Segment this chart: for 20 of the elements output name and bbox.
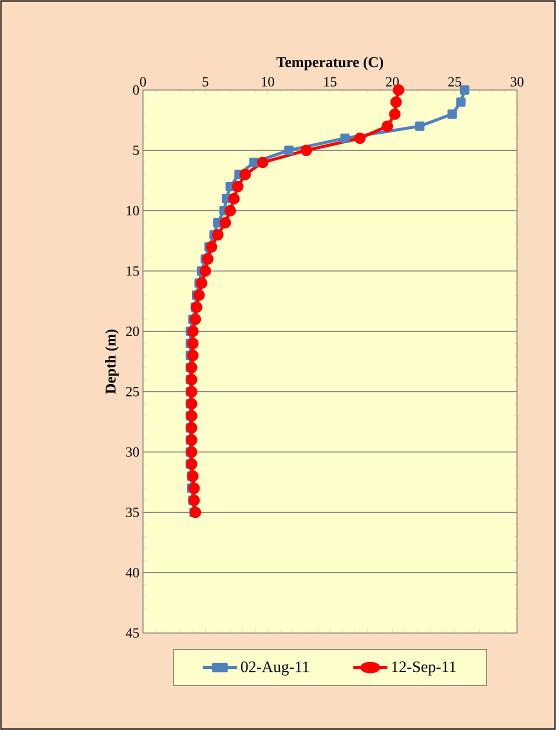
y-tick-label: 30 [126, 447, 139, 457]
y-axis-title: Depth (m) [105, 330, 119, 394]
legend-label: 12-Sep-11 [392, 662, 456, 676]
x-tick-label: 5 [202, 77, 208, 86]
x-tick-label: 10 [262, 77, 274, 86]
x-tick-label: 30 [510, 77, 524, 86]
y-tick-label: 25 [126, 386, 139, 396]
legend-label: 02-Aug-11 [241, 661, 309, 676]
y-tick-label: 10 [126, 206, 139, 216]
x-tick-label: 25 [448, 77, 462, 86]
y-tick-label: 20 [126, 326, 139, 336]
x-axis-title: Temperature (C) [276, 56, 384, 70]
x-tick-label: 0 [140, 77, 146, 86]
x-tick-label: 15 [324, 77, 336, 86]
y-tick-label: 0 [133, 85, 139, 95]
y-tick-label: 5 [133, 146, 139, 155]
y-tick-label: 15 [126, 266, 139, 276]
y-tick-label: 40 [126, 568, 139, 578]
y-tick-label: 35 [126, 508, 139, 518]
y-tick-label: 45 [126, 628, 139, 638]
